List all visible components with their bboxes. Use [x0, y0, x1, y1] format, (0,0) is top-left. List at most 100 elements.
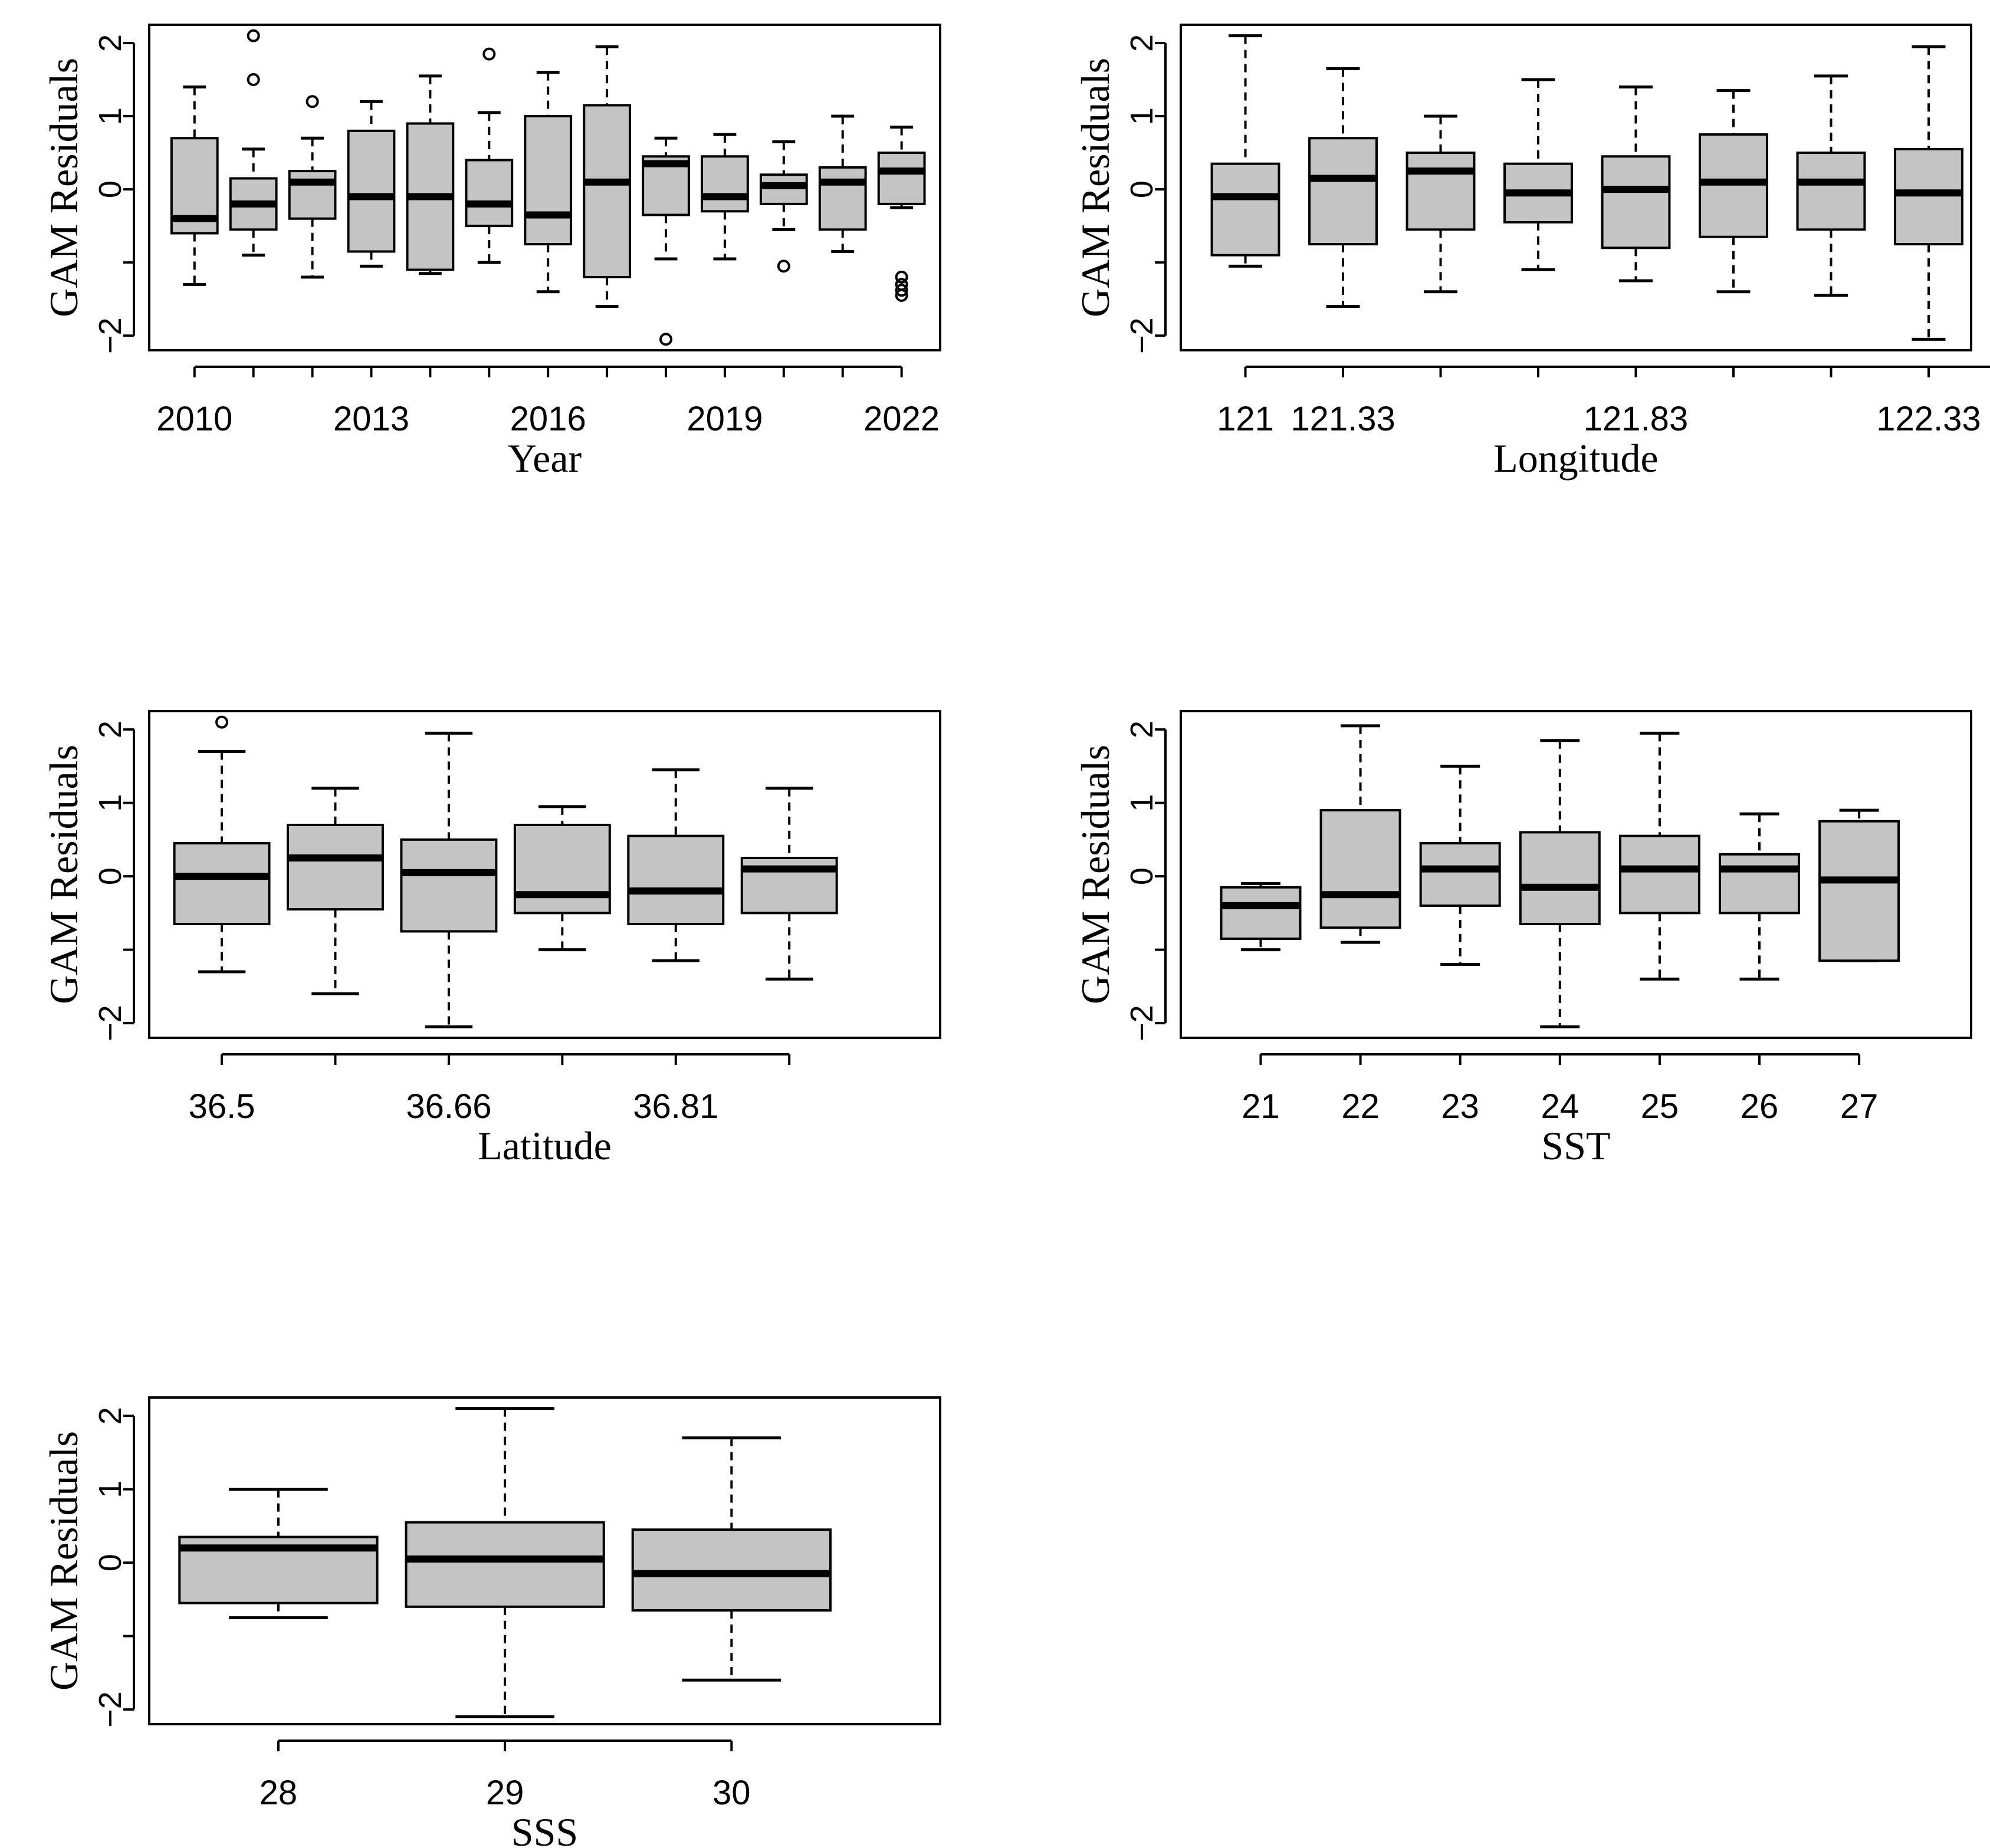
x-tick-label: 2019 [687, 400, 763, 438]
y-tick-label: −2 [1124, 1005, 1160, 1041]
outlier-point [895, 284, 908, 297]
box-group-4 [513, 805, 611, 952]
box-2012 [288, 95, 337, 279]
x-tick-label: 121 [1217, 400, 1274, 438]
y-axis-title: GAM Residuals [1073, 58, 1118, 317]
y-tick-label: 2 [1124, 721, 1160, 738]
outlier-point [306, 95, 319, 108]
box-iqr [1719, 853, 1801, 915]
box-iqr [1319, 809, 1401, 929]
box-2022 [877, 126, 926, 302]
box-23 [1419, 764, 1501, 966]
chart-panel-longitude: −2 0 1 2 GAM Residuals 121 121.33 121.83 122.33 L… [1073, 24, 1990, 481]
y-tick-label: −2 [93, 317, 128, 354]
box-26 [1719, 812, 1801, 981]
x-tick-label: 2016 [510, 400, 586, 438]
box-group-3 [1406, 114, 1476, 294]
box-iqr [1406, 152, 1476, 231]
y-axis-title: GAM Residuals [1073, 745, 1118, 1004]
y-tick-label: 2 [1124, 34, 1160, 52]
outlier-point [659, 333, 673, 346]
box-2018 [642, 136, 690, 346]
x-tick-label: 26 [1741, 1087, 1779, 1126]
outlier-point [777, 259, 790, 273]
box-27 [1818, 808, 1900, 962]
box-2010 [170, 85, 219, 286]
x-tick-label: 36.66 [406, 1087, 491, 1126]
box-iqr [1818, 820, 1900, 962]
box-iqr [1220, 886, 1302, 940]
box-iqr [1601, 155, 1671, 249]
x-tick-label: 24 [1541, 1087, 1579, 1126]
box-iqr [818, 166, 867, 231]
box-iqr [1210, 162, 1280, 257]
chart-panel-sst: −2 0 1 2 GAM Residuals 21 22 23 24 25 26 27 SST [1073, 710, 1972, 1168]
y-tick-label: 2 [93, 34, 128, 52]
outlier-point [482, 47, 496, 61]
box-group-4 [1503, 78, 1573, 272]
y-axis-title: GAM Residuals [41, 1431, 86, 1691]
box-121.33 [1308, 67, 1378, 308]
y-tick-label: 0 [1124, 867, 1160, 885]
box-iqr [631, 1528, 832, 1612]
box-36.5 [173, 715, 271, 974]
box-iqr [1519, 831, 1601, 926]
box-36.66 [400, 731, 498, 1028]
box-iqr [288, 170, 337, 220]
box-30 [631, 1436, 832, 1682]
box-iqr [1894, 147, 1963, 246]
box-iqr [405, 1521, 605, 1608]
box-iqr [173, 842, 271, 926]
x-tick-label: 23 [1441, 1087, 1479, 1126]
box-iqr [1308, 137, 1378, 246]
box-2011 [229, 29, 278, 257]
box-28 [178, 1488, 379, 1619]
box-21 [1220, 882, 1302, 952]
box-2017 [583, 45, 631, 308]
y-tick-label: 1 [1124, 107, 1160, 125]
box-2015 [465, 47, 514, 264]
y-tick-label: 0 [93, 867, 128, 885]
outlier-point [247, 73, 260, 87]
box-iqr [513, 823, 611, 915]
x-tick-label: 2013 [333, 400, 409, 438]
box-22 [1319, 724, 1401, 944]
x-axis-title: Longitude [1493, 436, 1659, 481]
plot-frame [148, 1396, 941, 1725]
x-tick-label: 2010 [156, 400, 232, 438]
plot-frame [1180, 24, 1972, 351]
y-tick-label: 2 [93, 1407, 128, 1425]
y-tick-label: −2 [93, 1691, 128, 1728]
plot-frame [1180, 710, 1972, 1039]
box-2016 [524, 71, 573, 294]
box-36.81 [627, 768, 725, 962]
box-122.33 [1894, 45, 1963, 341]
y-tick-label: 1 [93, 794, 128, 812]
box-iqr [701, 155, 749, 213]
y-tick-label: 1 [93, 1481, 128, 1498]
x-tick-label: 2022 [863, 400, 940, 438]
box-2019 [701, 133, 749, 261]
y-axis-title: GAM Residuals [41, 745, 86, 1004]
box-group-2 [287, 787, 384, 995]
chart-panel-latitude: −2 0 1 2 GAM Residuals 36.5 36.66 36.81 Latitude [41, 710, 941, 1168]
y-tick-label: 2 [93, 721, 128, 738]
box-25 [1618, 731, 1700, 981]
box-iqr [583, 104, 631, 278]
box-group-6 [1699, 89, 1768, 294]
box-2014 [406, 74, 455, 275]
x-tick-label: 36.81 [633, 1087, 718, 1126]
y-axis-title: GAM Residuals [41, 58, 86, 317]
box-121.83 [1601, 85, 1671, 282]
box-2020 [759, 140, 808, 273]
y-tick-label: 0 [93, 1554, 128, 1571]
box-iqr [759, 173, 808, 205]
box-2013 [347, 100, 396, 268]
x-tick-label: 29 [486, 1774, 524, 1812]
plot-frame [148, 710, 941, 1039]
y-tick-label: 0 [93, 180, 128, 198]
box-group-6 [740, 787, 838, 981]
x-tick-label: 22 [1341, 1087, 1380, 1126]
x-tick-label: 25 [1641, 1087, 1679, 1126]
